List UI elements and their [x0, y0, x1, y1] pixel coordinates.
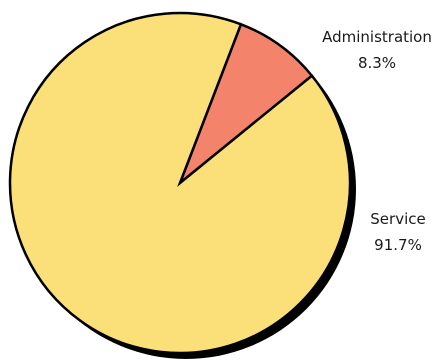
pie-labels: Administration 8.3% Service 91.7% [322, 28, 432, 254]
slice-label-administration: Administration [322, 28, 432, 46]
pie-slice-administration [177, 22, 314, 187]
slice-value-administration: 8.3% [358, 54, 396, 72]
slice-label-service: Service [370, 210, 425, 228]
pie-slices [8, 11, 352, 355]
slice-value-service: 91.7% [374, 236, 422, 254]
pie-slice-service [8, 11, 352, 355]
